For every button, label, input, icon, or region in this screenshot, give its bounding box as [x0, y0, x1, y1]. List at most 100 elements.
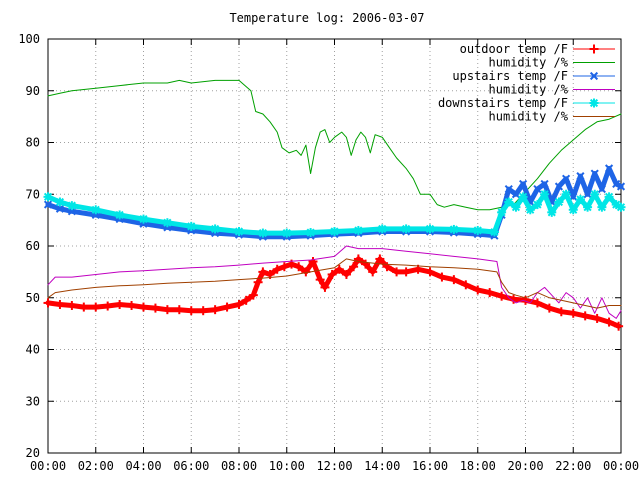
series-line: [45, 256, 622, 329]
data-point-marker: [139, 214, 148, 224]
data-point-marker: [554, 197, 564, 207]
x-tick-label: 04:00: [125, 459, 161, 473]
data-point-marker: [554, 182, 564, 191]
x-tick-label: 02:00: [78, 459, 114, 473]
data-point-marker: [544, 303, 554, 313]
data-point-marker: [241, 295, 251, 305]
data-point-marker: [540, 189, 550, 199]
y-tick-label: 50: [26, 291, 40, 305]
data-point-marker: [67, 201, 77, 211]
data-point-marker: [377, 224, 387, 234]
data-point-marker: [616, 202, 626, 212]
series-line: [47, 245, 622, 319]
data-point-marker: [234, 227, 244, 237]
data-point-marker: [334, 264, 344, 274]
legend-entry: outdoor temp /F: [460, 42, 615, 56]
legend-label: upstairs temp /F: [452, 69, 568, 83]
data-point-marker: [306, 228, 316, 238]
data-point-marker: [533, 184, 542, 194]
data-point-marker: [327, 269, 337, 279]
x-tick-label: 06:00: [173, 459, 209, 473]
data-point-marker: [547, 207, 557, 217]
data-point-marker: [222, 302, 232, 312]
data-point-marker: [43, 192, 53, 202]
data-point-marker: [597, 202, 607, 212]
x-tick-label: 14:00: [364, 459, 400, 473]
data-point-marker: [361, 259, 371, 269]
legend-entry: humidity /%: [489, 83, 615, 97]
data-point-marker: [368, 267, 378, 277]
plot-frame: [47, 38, 622, 454]
data-point-marker: [349, 262, 359, 272]
data-point-marker: [589, 44, 599, 54]
data-point-marker: [425, 267, 435, 277]
data-point-marker: [150, 303, 160, 313]
data-point-marker: [375, 254, 385, 264]
legend-label: humidity /%: [489, 110, 569, 124]
y-tick-label: 30: [26, 394, 40, 408]
data-point-marker: [518, 192, 528, 202]
data-point-marker: [597, 184, 606, 194]
data-point-marker: [103, 301, 113, 311]
data-point-marker: [401, 224, 411, 234]
data-point-marker: [473, 285, 483, 295]
data-point-marker: [320, 282, 330, 292]
data-point-marker: [308, 257, 318, 267]
series-points: [43, 189, 626, 238]
data-point-marker: [258, 267, 268, 277]
legend-label: humidity /%: [489, 56, 569, 70]
data-point-marker: [43, 298, 53, 308]
series-layer: [43, 79, 626, 331]
data-point-marker: [55, 197, 65, 207]
x-tick-label: 18:00: [460, 459, 496, 473]
legend-entry: upstairs temp /F: [452, 69, 615, 83]
data-point-marker: [353, 225, 363, 235]
x-tick-label: 10:00: [269, 459, 305, 473]
data-point-marker: [279, 262, 289, 272]
series-5: [43, 189, 626, 238]
y-tick-label: 20: [26, 446, 40, 460]
data-point-marker: [589, 98, 599, 108]
data-point-marker: [67, 301, 77, 311]
data-point-marker: [234, 299, 244, 309]
series-1: [43, 254, 624, 331]
data-point-marker: [504, 184, 513, 194]
data-point-marker: [461, 280, 471, 290]
data-point-marker: [590, 189, 600, 199]
y-tick-label: 40: [26, 343, 40, 357]
data-point-marker: [568, 308, 578, 318]
series-6: [47, 258, 622, 309]
series-line: [47, 258, 622, 309]
data-point-marker: [532, 298, 542, 308]
data-point-marker: [519, 179, 528, 188]
data-point-marker: [576, 172, 585, 181]
data-point-marker: [210, 224, 220, 234]
legend-label: outdoor temp /F: [460, 42, 568, 56]
legend-label: humidity /%: [489, 83, 569, 97]
y-tick-label: 80: [26, 136, 40, 150]
data-point-marker: [198, 306, 208, 316]
legend-entry: humidity /%: [489, 110, 615, 124]
data-point-marker: [115, 210, 125, 220]
data-point-marker: [79, 302, 89, 312]
data-point-marker: [55, 204, 65, 213]
axes: 20 30 40 50 60 70 80 90 100 00:00 02:00 04:00 06:00 0…: [18, 32, 639, 473]
x-tick-label: 20:00: [507, 459, 543, 473]
data-point-marker: [525, 205, 535, 215]
x-tick-label: 22:00: [555, 459, 591, 473]
data-point-marker: [583, 190, 592, 199]
x-tick-label: 00:00: [30, 459, 66, 473]
data-point-marker: [604, 164, 614, 173]
y-tick-label: 60: [26, 239, 40, 253]
data-point-marker: [473, 225, 483, 235]
data-point-marker: [497, 207, 507, 217]
data-point-marker: [186, 221, 196, 231]
data-point-marker: [330, 227, 339, 237]
data-point-marker: [91, 302, 101, 312]
x-tick-label: 12:00: [316, 459, 352, 473]
data-point-marker: [511, 190, 521, 199]
data-point-marker: [580, 311, 590, 321]
data-point-marker: [174, 305, 184, 315]
data-point-marker: [162, 305, 172, 315]
y-tick-label: 90: [26, 84, 40, 98]
